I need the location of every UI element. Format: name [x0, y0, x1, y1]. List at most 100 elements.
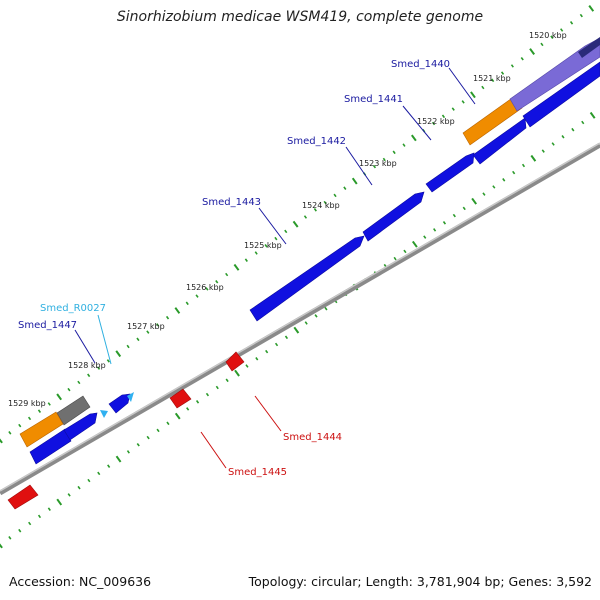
accession-label: Accession: NC_009636: [9, 574, 152, 589]
tick-marks-outer: [0, 5, 595, 444]
tick-mark: [234, 369, 240, 377]
tick-mark: [579, 13, 583, 18]
scale-label: 1529 kbp: [8, 399, 46, 408]
scale-labels: 1520 kbp 1521 kbp 1522 kbp 1523 kbp 1524…: [8, 31, 567, 408]
gene-label-smed-1447[interactable]: Smed_1447: [18, 320, 77, 331]
gene-label-smed-1440[interactable]: Smed_1440: [391, 59, 450, 70]
tick-mark: [431, 121, 436, 126]
tick-mark: [560, 28, 564, 32]
tick-mark: [442, 221, 447, 225]
tick-mark: [452, 213, 456, 218]
tick-mark: [97, 471, 101, 476]
tick-mark: [324, 306, 328, 311]
gene-smed-1441b: [522, 61, 600, 128]
tick-mark: [205, 287, 209, 291]
tick-mark: [411, 240, 418, 248]
rna-smed-r0027-b: [127, 392, 134, 402]
tick-mark: [205, 392, 210, 397]
tick-mark: [165, 315, 170, 320]
tick-mark: [402, 143, 406, 147]
tick-mark: [8, 536, 12, 540]
tick-mark: [581, 120, 585, 125]
tick-mark: [589, 111, 596, 119]
gene-label-smed-1444[interactable]: Smed_1444: [283, 432, 342, 443]
tick-mark: [588, 5, 595, 12]
tick-mark: [343, 186, 347, 190]
scale-label: 1528 kbp: [68, 361, 106, 370]
tick-mark: [571, 127, 575, 132]
gene-label-smed-1445[interactable]: Smed_1445: [228, 467, 287, 478]
tick-mark: [215, 280, 219, 284]
tick-mark: [28, 521, 32, 526]
tick-mark: [491, 78, 495, 83]
tick-mark: [174, 307, 181, 314]
gene-label-smed-1442[interactable]: Smed_1442: [287, 136, 346, 147]
tick-mark: [462, 206, 466, 211]
tick-mark: [126, 344, 130, 349]
tick-mark: [521, 163, 526, 168]
tick-mark: [264, 244, 268, 248]
gene-label-smed-1441[interactable]: Smed_1441: [344, 94, 403, 105]
tick-mark: [382, 157, 386, 162]
tick-mark: [0, 543, 3, 549]
tick-mark: [284, 335, 289, 340]
tick-mark: [18, 423, 22, 428]
scale-label: 1521 kbp: [473, 74, 511, 83]
gene-label-smed-1443[interactable]: Smed_1443: [202, 197, 261, 208]
tick-mark: [461, 100, 465, 104]
tick-mark: [470, 91, 476, 99]
tick-mark: [47, 507, 51, 511]
leader-smed-1447: [74, 329, 96, 364]
tick-mark: [56, 393, 63, 401]
gene-smed-1443b: [249, 235, 365, 322]
tick-mark: [403, 249, 407, 254]
tick-mark: [195, 294, 199, 298]
tick-mark: [87, 478, 91, 483]
tick-mark: [502, 178, 506, 182]
gene-lower-blue-b: [63, 412, 98, 441]
scale-label: 1520 kbp: [529, 31, 567, 40]
tick-mark: [37, 409, 42, 413]
tick-mark: [482, 192, 486, 196]
tick-mark: [225, 272, 229, 277]
tick-mark: [136, 337, 140, 342]
tick-mark: [303, 215, 308, 219]
scale-label: 1523 kbp: [359, 159, 397, 168]
tick-mark: [313, 208, 317, 212]
tick-mark: [551, 142, 555, 146]
gene-labels: Smed_1440 Smed_1441 Smed_1442 Smed_1443 …: [18, 59, 450, 478]
tick-mark: [87, 373, 91, 378]
tick-mark: [156, 428, 160, 433]
tick-mark: [244, 258, 248, 262]
tick-mark: [115, 350, 122, 358]
tick-mark: [274, 236, 278, 241]
map-title: Sinorhizobium medicae WSM419, complete g…: [116, 9, 484, 25]
tick-mark: [37, 514, 42, 519]
leader-smed-1440: [448, 67, 476, 105]
genome-backbone-highlight: [0, 142, 600, 492]
tick-mark: [471, 197, 478, 205]
tick-mark: [540, 42, 544, 47]
tick-mark: [106, 359, 110, 363]
gene-smed-1443: [362, 191, 425, 242]
tick-mark: [96, 366, 101, 370]
scale-label: 1524 kbp: [302, 201, 340, 210]
tick-marks-inner: [0, 111, 596, 549]
label-leader-lines: [74, 67, 476, 469]
gray-feature: [56, 395, 91, 426]
tick-mark: [500, 71, 505, 75]
tick-mark: [292, 220, 299, 228]
tick-mark: [510, 64, 514, 68]
gene-smed-1440-purple-bar: [509, 37, 600, 112]
genome-backbone: [0, 142, 600, 496]
reverse-feature-track: [7, 351, 245, 510]
gene-label-smed-r0027[interactable]: Smed_R0027: [40, 303, 106, 314]
tick-mark: [156, 323, 160, 327]
tick-mark: [492, 185, 496, 189]
gene-smed-1440-dark-bar: [578, 37, 600, 58]
tick-mark: [481, 85, 485, 90]
tick-mark: [520, 57, 524, 61]
tick-mark: [8, 431, 12, 435]
tick-mark: [245, 364, 249, 368]
